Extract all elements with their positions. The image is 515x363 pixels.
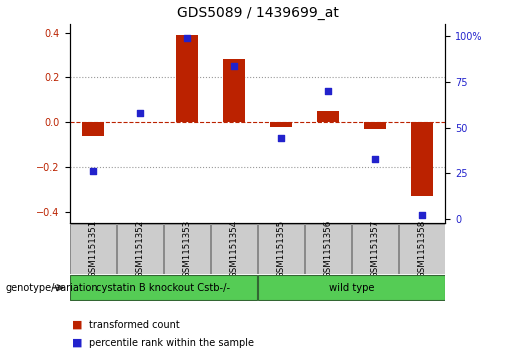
Bar <box>305 224 351 274</box>
Bar <box>212 224 256 274</box>
Text: genotype/variation: genotype/variation <box>5 283 98 293</box>
Point <box>89 168 97 174</box>
Text: wild type: wild type <box>329 283 374 293</box>
Bar <box>71 275 256 300</box>
Bar <box>259 224 303 274</box>
Text: GSM1151353: GSM1151353 <box>182 220 192 278</box>
Text: percentile rank within the sample: percentile rank within the sample <box>89 338 254 348</box>
Bar <box>71 224 115 274</box>
Text: GSM1151355: GSM1151355 <box>277 220 285 278</box>
Point <box>183 35 191 41</box>
Text: GSM1151354: GSM1151354 <box>230 220 238 278</box>
Bar <box>400 224 444 274</box>
Bar <box>365 122 386 129</box>
Point <box>324 88 332 94</box>
Bar <box>317 111 338 122</box>
Text: cystatin B knockout Cstb-/-: cystatin B knockout Cstb-/- <box>96 283 231 293</box>
Bar <box>352 224 398 274</box>
Bar <box>82 122 104 136</box>
Point <box>371 156 379 162</box>
Text: GSM1151357: GSM1151357 <box>370 220 380 278</box>
Bar <box>224 60 245 122</box>
Text: ■: ■ <box>72 320 82 330</box>
Bar <box>164 224 210 274</box>
Point <box>230 63 238 69</box>
Text: GSM1151358: GSM1151358 <box>418 220 426 278</box>
Text: transformed count: transformed count <box>89 320 180 330</box>
Text: GSM1151356: GSM1151356 <box>323 220 333 278</box>
Text: GSM1151351: GSM1151351 <box>89 220 97 278</box>
Bar <box>117 224 163 274</box>
Bar <box>177 35 198 122</box>
Text: ■: ■ <box>72 338 82 348</box>
Bar <box>270 122 291 127</box>
Bar <box>411 122 433 196</box>
Point <box>277 135 285 141</box>
Point <box>418 212 426 218</box>
Point <box>136 110 144 116</box>
Bar <box>259 275 444 300</box>
Title: GDS5089 / 1439699_at: GDS5089 / 1439699_at <box>177 6 338 20</box>
Text: GSM1151352: GSM1151352 <box>135 220 145 278</box>
